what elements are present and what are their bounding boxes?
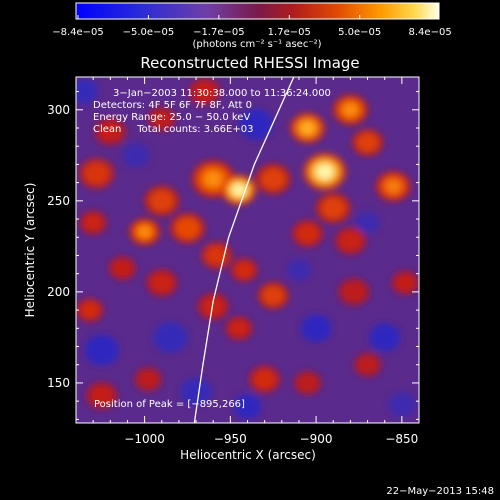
x-axis-label: Heliocentric X (arcsec) xyxy=(180,448,316,462)
y-tick-label: 200 xyxy=(47,285,70,299)
timestamp-footer: 22−May−2013 15:48 xyxy=(386,486,494,497)
heat-blob xyxy=(138,370,158,388)
heat-blob-core xyxy=(316,164,334,180)
heat-blob xyxy=(149,190,175,212)
heat-blob xyxy=(83,214,103,232)
heat-blob-core xyxy=(343,103,358,116)
heat-blob xyxy=(395,274,415,292)
cold-blob xyxy=(84,334,119,366)
annotation-energy: Energy Range: 25.0 − 50.0 keV xyxy=(93,112,250,123)
heat-blob-core xyxy=(231,183,246,197)
solar-limb-line xyxy=(193,77,295,423)
plot-area: −1000 −950 −900 −850 150 200 250 300 xyxy=(47,76,420,446)
heat-blob xyxy=(99,122,122,142)
heat-blob xyxy=(150,273,173,293)
x-tick-label: −900 xyxy=(300,432,333,446)
x-tick-label: −1000 xyxy=(124,432,165,446)
heat-blob xyxy=(357,356,378,374)
cold-blob xyxy=(153,321,188,353)
colorbar-tick-label: 1.7e−05 xyxy=(268,27,311,38)
x-axis-ticks: −1000 −950 −900 −850 xyxy=(75,77,420,446)
y-tick-label: 300 xyxy=(47,103,70,117)
heat-blob-core xyxy=(204,171,222,187)
heat-blob xyxy=(356,132,379,153)
cold-blob xyxy=(355,211,380,234)
annotation-time: 3−Jan−2003 11:30:38.000 to 11:36:24.000 xyxy=(113,88,331,99)
colorbar: −8.4e−05 −5.0e−05 −1.7e−05 1.7e−05 5.0e−05 8.… xyxy=(52,2,452,50)
x-tick-label: −850 xyxy=(385,432,418,446)
heat-blob xyxy=(202,296,225,317)
cold-blob xyxy=(300,314,332,343)
colorbar-tick-label: −5.0e−05 xyxy=(123,27,175,38)
cold-blob xyxy=(388,392,416,418)
heatmap-layer xyxy=(76,77,419,419)
cold-blob xyxy=(122,142,150,168)
cold-blob xyxy=(233,394,262,419)
heat-blob xyxy=(260,168,286,190)
annotation-counts: Clean Total counts: 3.66E+03 xyxy=(93,124,253,135)
annotation-detectors: Detectors: 4F 5F 6F 7F 8F, Att 0 xyxy=(93,100,252,111)
cold-blob xyxy=(76,79,99,104)
cold-blob xyxy=(180,378,212,406)
colorbar-tick-label: −8.4e−05 xyxy=(52,27,104,38)
colorbar-unit: (photons cm⁻² s⁻¹ asec⁻²) xyxy=(192,39,321,50)
chart-title: Reconstructed RHESSI Image xyxy=(140,54,359,72)
cold-blob xyxy=(286,259,311,281)
colorbar-ticks: −8.4e−05 −5.0e−05 −1.7e−05 1.7e−05 5.0e−05 8.… xyxy=(52,15,452,38)
heat-blob-core xyxy=(386,180,401,193)
heat-blob-core xyxy=(300,121,315,135)
y-tick-label: 150 xyxy=(47,376,70,390)
heat-blob-core xyxy=(138,226,151,238)
heat-blob xyxy=(193,81,216,102)
cold-blob xyxy=(238,108,274,140)
heat-blob xyxy=(152,110,172,128)
y-axis-ticks: 150 200 250 300 xyxy=(47,91,419,420)
colorbar-gradient xyxy=(75,2,440,20)
heat-blob xyxy=(339,231,362,251)
heat-blob xyxy=(205,245,228,266)
cold-blob xyxy=(369,323,401,352)
heat-blob xyxy=(297,374,318,392)
heat-blob xyxy=(253,369,276,389)
colorbar-tick-label: 5.0e−05 xyxy=(338,27,381,38)
heat-blob xyxy=(84,162,109,185)
y-tick-label: 250 xyxy=(47,194,70,208)
annotation-block: 3−Jan−2003 11:30:38.000 to 11:36:24.000 … xyxy=(93,88,331,135)
y-axis-label: Heliocentric Y (arcsec) xyxy=(23,183,37,318)
peak-position-label: Position of Peak = [−895,266] xyxy=(94,399,245,410)
x-tick-label: −950 xyxy=(214,432,247,446)
heat-blob xyxy=(262,285,285,306)
heat-blob xyxy=(229,319,249,337)
heat-blob xyxy=(112,259,132,277)
heat-blob xyxy=(320,197,346,219)
colorbar-tick-label: −1.7e−05 xyxy=(193,27,245,38)
heat-blob xyxy=(296,224,319,244)
heat-blob xyxy=(80,301,100,319)
heat-blob xyxy=(342,282,365,302)
heat-blob xyxy=(234,261,254,279)
heat-blob xyxy=(90,386,113,406)
heat-blob xyxy=(175,217,200,239)
colorbar-tick-label: 8.4e−05 xyxy=(409,27,452,38)
